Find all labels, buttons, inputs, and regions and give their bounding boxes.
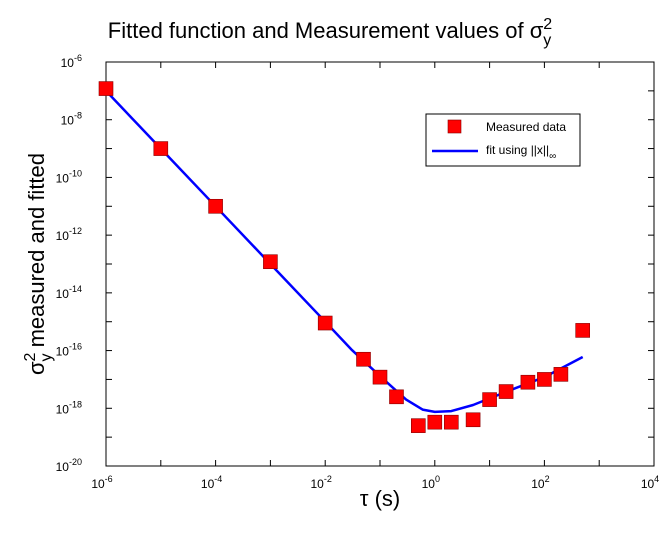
data-point bbox=[553, 367, 569, 382]
data-point bbox=[498, 384, 514, 399]
data-point bbox=[411, 418, 426, 433]
axis-ticks bbox=[105, 61, 655, 467]
data-point bbox=[208, 198, 223, 214]
x-axis-label: τ (s) bbox=[360, 486, 400, 511]
data-point bbox=[537, 372, 552, 387]
x-tick-labels: 10-6 10-4 10-2 100 102 104 bbox=[91, 474, 659, 491]
legend-marker-measured bbox=[447, 119, 462, 134]
data-point bbox=[389, 389, 404, 405]
legend: Measured data fit using ||x||∞ bbox=[425, 113, 581, 167]
x-tick-label: 100 bbox=[422, 474, 440, 491]
data-point bbox=[482, 392, 497, 407]
chart-title-sub: y bbox=[543, 32, 551, 49]
svg-text:σ2y measured and fitted: σ2y measured and fitted bbox=[22, 153, 55, 375]
y-tick-label: 10-20 bbox=[56, 457, 82, 474]
data-point bbox=[153, 141, 169, 156]
y-tick-label: 10-16 bbox=[56, 342, 82, 359]
x-tick-label: 104 bbox=[641, 474, 659, 491]
chart-title: Fitted function and Measurement values o… bbox=[108, 16, 552, 49]
y-axis-label: σ2y measured and fitted bbox=[22, 153, 55, 375]
data-point bbox=[98, 81, 114, 96]
data-point bbox=[356, 351, 371, 367]
y-tick-labels: 10-6 10-8 10-10 10-12 10-14 10-16 10-18 10-20 bbox=[56, 53, 82, 474]
y-axis-label-sub: y bbox=[38, 354, 55, 362]
legend-label-fit-sub: ∞ bbox=[549, 151, 556, 162]
data-point bbox=[263, 254, 278, 270]
y-tick-label: 10-12 bbox=[56, 226, 82, 243]
series-layer bbox=[98, 81, 591, 433]
chart-title-text: Fitted function and Measurement values o… bbox=[108, 18, 544, 43]
data-point bbox=[520, 374, 536, 390]
data-point bbox=[372, 369, 388, 385]
data-point bbox=[575, 323, 591, 338]
y-axis-label-text: measured and fitted bbox=[24, 153, 49, 354]
y-axis-label-symbol: σ bbox=[24, 361, 49, 375]
chart-title-sup: 2 bbox=[543, 16, 552, 33]
data-point bbox=[427, 414, 443, 430]
legend-label-fit-text: fit using ||x|| bbox=[486, 143, 549, 157]
y-tick-label: 10-6 bbox=[61, 53, 82, 70]
legend-label-fit: fit using ||x||∞ bbox=[486, 143, 556, 162]
data-point bbox=[465, 412, 481, 428]
x-tick-label: 10-6 bbox=[91, 474, 112, 491]
y-tick-label: 10-8 bbox=[61, 111, 82, 128]
y-tick-label: 10-18 bbox=[56, 399, 82, 416]
y-tick-label: 10-14 bbox=[56, 284, 82, 301]
x-tick-label: 10-4 bbox=[201, 474, 222, 491]
x-tick-label: 102 bbox=[531, 474, 549, 491]
x-tick-label: 10-2 bbox=[311, 474, 332, 491]
legend-label-measured: Measured data bbox=[486, 120, 566, 134]
y-tick-label: 10-10 bbox=[56, 168, 82, 185]
data-point bbox=[317, 315, 333, 331]
y-axis-label-sup: 2 bbox=[22, 352, 39, 361]
data-point bbox=[443, 414, 459, 430]
